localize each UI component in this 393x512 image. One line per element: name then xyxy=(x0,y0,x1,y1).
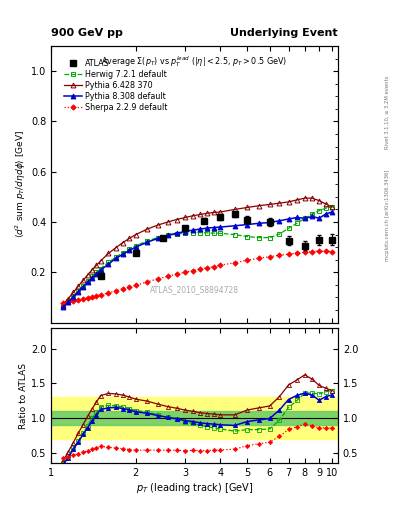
Text: Average $\Sigma(p_T)$ vs $p_T^{lead}$ ($|\eta| < 2.5$, $p_T > 0.5$ GeV): Average $\Sigma(p_T)$ vs $p_T^{lead}$ ($… xyxy=(101,54,288,69)
Y-axis label: Ratio to ATLAS: Ratio to ATLAS xyxy=(19,362,28,429)
Text: Rivet 3.1.10, ≥ 3.2M events: Rivet 3.1.10, ≥ 3.2M events xyxy=(385,76,389,150)
Y-axis label: $\langle d^2$ sum $p_T/d\eta d\phi\rangle$ [GeV]: $\langle d^2$ sum $p_T/d\eta d\phi\rangl… xyxy=(14,130,28,239)
X-axis label: $p_T$ (leading track) [GeV]: $p_T$ (leading track) [GeV] xyxy=(136,481,253,495)
Text: Underlying Event: Underlying Event xyxy=(230,28,338,38)
Text: 900 GeV pp: 900 GeV pp xyxy=(51,28,123,38)
Text: mcplots.cern.ch [arXiv:1306.3436]: mcplots.cern.ch [arXiv:1306.3436] xyxy=(385,169,389,261)
Legend: ATLAS, Herwig 7.2.1 default, Pythia 6.428 370, Pythia 8.308 default, Sherpa 2.2.: ATLAS, Herwig 7.2.1 default, Pythia 6.42… xyxy=(61,56,171,115)
Text: ATLAS_2010_S8894728: ATLAS_2010_S8894728 xyxy=(150,285,239,294)
